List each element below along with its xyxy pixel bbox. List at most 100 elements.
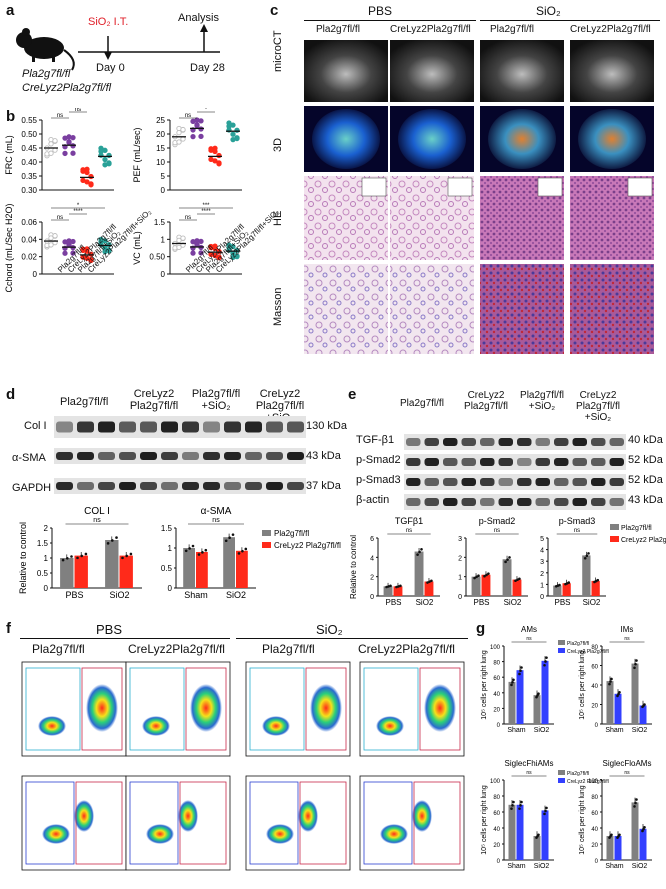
g-ams-dot-0-0-1 bbox=[511, 681, 514, 684]
e-smad2-bar-1-0 bbox=[502, 559, 512, 596]
e-smad3-dot-0-1-2 bbox=[567, 581, 571, 584]
g-ams-dot-0-1-0 bbox=[518, 672, 521, 676]
e-smad3-sig-label: ns bbox=[574, 528, 580, 534]
d-col1-ytick-label-2: 1 bbox=[44, 554, 49, 563]
b-cchord-point-1-8 bbox=[70, 238, 76, 245]
lung-3d-row bbox=[304, 106, 654, 172]
g-legend-label-1-0: Pla2g7fl/fl bbox=[567, 771, 589, 777]
d-col1-bar-0-1 bbox=[74, 555, 88, 588]
g-siglo-ytick-label-2: 40 bbox=[591, 827, 598, 833]
day0-label: Day 0 bbox=[96, 62, 125, 74]
g-siglo-ytick-label-1: 20 bbox=[591, 843, 598, 849]
blot-band-8 bbox=[554, 498, 569, 506]
e-tgf-bar-1-1 bbox=[424, 581, 434, 596]
d-col1-dot-1-1-2 bbox=[129, 552, 133, 556]
blot-band-3 bbox=[461, 498, 476, 506]
d-col1-bar-0-0 bbox=[60, 558, 74, 588]
d-blot-asma bbox=[54, 448, 306, 464]
b-vc-ytick-label-2: 1 bbox=[161, 235, 166, 244]
blot-band-6 bbox=[517, 438, 532, 446]
g-ims-title: IMs bbox=[621, 625, 634, 634]
f-plot-1-3-gate-right bbox=[413, 781, 461, 865]
b-vc-point-2-7 bbox=[212, 243, 218, 249]
blot-band-8 bbox=[224, 452, 241, 460]
g-siglo-dot-1-0-1 bbox=[634, 801, 637, 805]
d-col1-dot-1-0-1 bbox=[111, 539, 114, 542]
g-siglo-xtick-label-1: SiO2 bbox=[632, 863, 648, 870]
b-cchord-sig-label-1: **** bbox=[73, 209, 83, 215]
blot-band-2 bbox=[443, 478, 458, 486]
e-tgf-bar-0-1 bbox=[393, 586, 403, 596]
b-cchord-sig-label-0: ns bbox=[57, 215, 63, 221]
e-tgf-ytick-label-0: 0 bbox=[370, 594, 374, 601]
g-ims-ytick-label-1: 20 bbox=[591, 704, 598, 710]
f-plot-1-2-gate-left bbox=[249, 781, 299, 865]
g-siglo-sig-label: ns bbox=[624, 770, 630, 776]
g-siglo-bar-0-1 bbox=[614, 836, 622, 860]
b-pef-point-2-7 bbox=[212, 145, 218, 151]
b-pef-point-2-5 bbox=[216, 161, 222, 167]
g-siglo-ytick-label-0: 0 bbox=[595, 859, 599, 865]
e-smad2-ytick-label-3: 3 bbox=[458, 536, 462, 543]
g-ams-ytick-label-4: 80 bbox=[493, 661, 500, 667]
b-frc-point-0-7 bbox=[48, 150, 54, 156]
e-col-2: CreLyz2 Pla2g7fl/fl bbox=[464, 390, 508, 412]
g-ims-bar-0-0 bbox=[606, 681, 614, 724]
blot-band-3 bbox=[461, 458, 476, 466]
blot-band-11 bbox=[609, 438, 624, 446]
d-col1-ytick-label-1: 0.5 bbox=[37, 569, 49, 578]
b-pef-point-2-6 bbox=[208, 156, 214, 163]
microct-row bbox=[304, 40, 654, 102]
e-tgf-dot-1-0-0 bbox=[416, 553, 419, 556]
e-blot-tgf bbox=[404, 434, 626, 450]
b-vc-point-0-7 bbox=[176, 244, 182, 251]
d-asma-ytick-label-0: 0 bbox=[168, 584, 173, 593]
c-row-3d: 3D bbox=[272, 137, 284, 152]
f-group-sio2: SiO₂ bbox=[316, 622, 343, 637]
e-smad3-dot-1-0-0 bbox=[583, 556, 587, 560]
day28-label: Day 28 bbox=[190, 62, 225, 74]
e-smad2-dot-0-1-0 bbox=[483, 574, 486, 578]
b-vc-sig-label-2: *** bbox=[202, 203, 210, 209]
panel-label-b: b bbox=[6, 108, 16, 125]
f-plot-0-0-gate-left bbox=[25, 667, 81, 751]
e-tgf-ylabel: Relative to control bbox=[349, 535, 358, 599]
b-vc-sig-label-1: **** bbox=[201, 209, 211, 215]
g-ams-dot-0-0-2 bbox=[512, 678, 515, 682]
g-legend-swatch-1-1 bbox=[558, 778, 565, 783]
blot-band-8 bbox=[224, 421, 241, 433]
genotype-label-2: CreLyz2Pla2g7fl/fl bbox=[22, 82, 112, 94]
panel-e: Pla2g7fl/fl CreLyz2 Pla2g7fl/fl Pla2g7fl… bbox=[348, 386, 666, 616]
e-tgf-dot-1-0-1 bbox=[418, 550, 421, 554]
f-plot-0-2-cluster-b bbox=[310, 684, 342, 732]
e-smad2-title: p-Smad2 bbox=[479, 516, 516, 526]
e-legend-swatch-0 bbox=[610, 524, 619, 530]
b-pef-point-1-8 bbox=[198, 118, 204, 124]
b-frc-sig-label-1: ns bbox=[75, 108, 81, 113]
blot-band-6 bbox=[517, 458, 532, 466]
g-ams-ytick-label-5: 100 bbox=[490, 645, 501, 651]
g-ims-dot-1-0-2 bbox=[635, 659, 638, 662]
genotype-label-1: Pla2g7fl/fl bbox=[22, 68, 71, 80]
e-smad2-dot-1-0-2 bbox=[508, 556, 511, 559]
f-plot-0-1-cluster-b bbox=[190, 684, 222, 732]
f-plot-0-1-gate-right bbox=[185, 667, 227, 751]
d-asma-xtick-label-1: SiO2 bbox=[226, 590, 246, 600]
b-frc-point-3-7 bbox=[102, 147, 108, 153]
c-divider-pbs bbox=[304, 20, 476, 21]
e-tgf-dot-1-1-0 bbox=[426, 581, 429, 584]
f-plot-0-2-gate-right bbox=[305, 667, 347, 751]
c-group-pbs: PBS bbox=[368, 4, 393, 18]
blot-band-7 bbox=[203, 482, 220, 490]
f-plot-1-1-gate-left bbox=[129, 781, 179, 865]
b-frc-ytick-label-3: 0.45 bbox=[21, 144, 37, 153]
g-ims-dot-0-1-2 bbox=[618, 690, 621, 694]
g-ams-dot-0-0-0 bbox=[510, 683, 513, 687]
e-smad3-dot-1-1-2 bbox=[596, 578, 600, 582]
g-legend-swatch-0-0 bbox=[558, 640, 565, 645]
blot-band-7 bbox=[203, 421, 220, 433]
g-sighi-ytick-label-0: 0 bbox=[497, 859, 501, 865]
blot-band-0 bbox=[56, 421, 73, 433]
f-col-3: Pla2g7fl/fl bbox=[262, 642, 315, 656]
